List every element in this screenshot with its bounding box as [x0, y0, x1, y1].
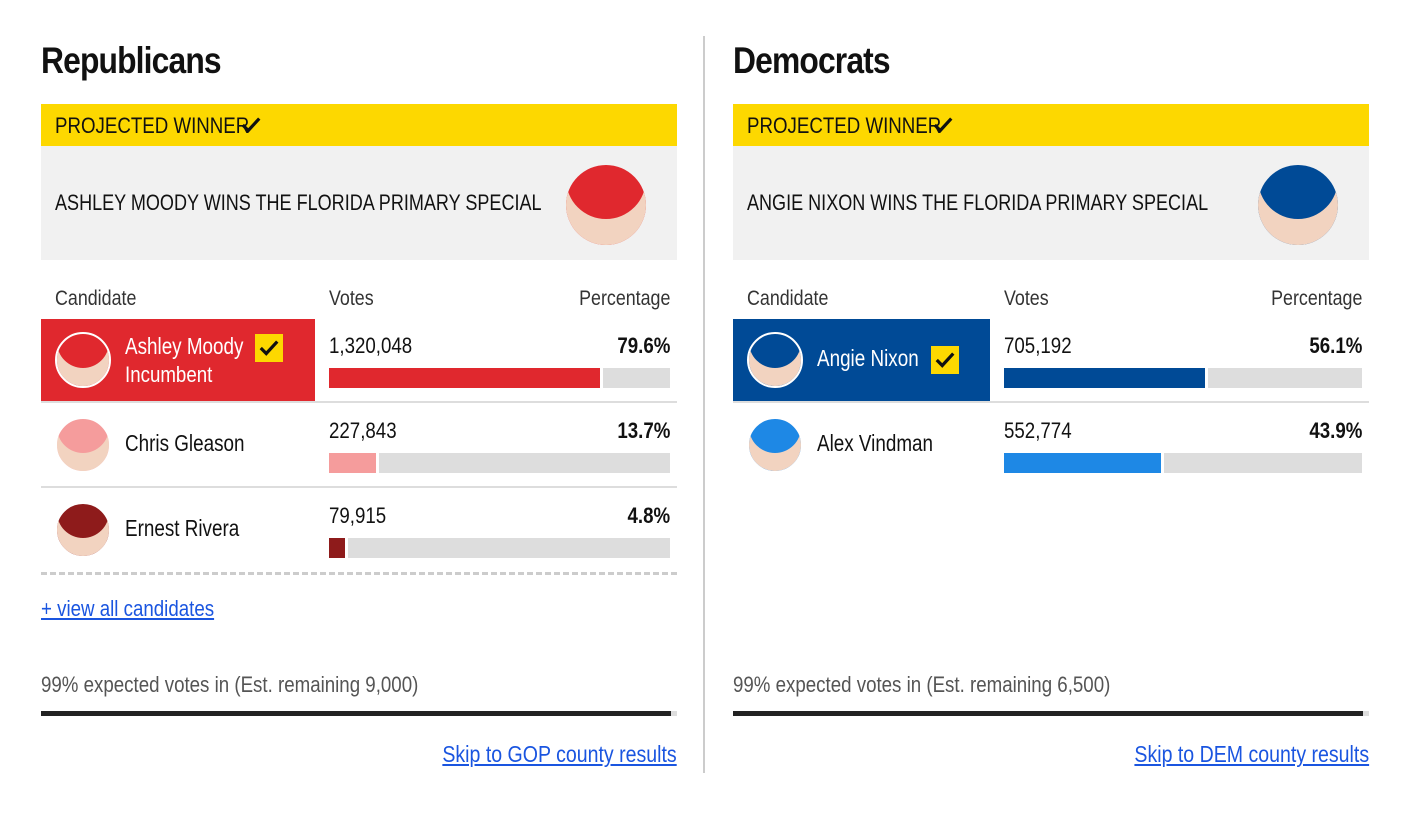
candidate-row: Alex Vindman 552,774 43.9% — [733, 404, 1369, 486]
panel-title: Republicans — [41, 40, 222, 81]
percentage: 4.8% — [627, 503, 670, 528]
candidate-row: Chris Gleason 227,843 13.7% — [41, 404, 677, 488]
vote-bar — [1004, 453, 1162, 473]
percentage: 56.1% — [1308, 333, 1362, 358]
candidate-row: Ernest Rivera 79,915 4.8% — [41, 489, 677, 575]
vote-bar-track — [1164, 453, 1362, 473]
candidate-row: Angie Nixon 705,192 56.1% — [733, 319, 1369, 403]
candidate-photo — [747, 332, 803, 388]
column-header: Votes — [329, 287, 374, 310]
check-icon — [931, 114, 955, 136]
candidate-name: Angie Nixon — [817, 345, 919, 371]
headline: ANGIE NIXON WINS THE FLORIDA PRIMARY SPE… — [747, 190, 1209, 215]
dashed-separator — [41, 572, 677, 575]
vote-bar — [329, 368, 601, 388]
winner-banner: PROJECTED WINNER — [733, 104, 1369, 146]
vote-bar-track — [378, 453, 670, 473]
winner-banner: PROJECTED WINNER — [41, 104, 677, 146]
votes: 1,320,048 — [329, 333, 413, 358]
vote-bar-track — [1207, 368, 1362, 388]
banner-text: PROJECTED WINNER — [747, 113, 942, 138]
votes: 552,774 — [1004, 418, 1072, 443]
vote-bar-track — [348, 538, 670, 558]
candidate-note: Incumbent — [125, 362, 213, 387]
column-header: Percentage — [578, 287, 670, 310]
check-icon — [258, 337, 280, 359]
candidate-name: Chris Gleason — [125, 430, 245, 456]
reporting-bar — [41, 711, 671, 716]
percentage: 79.6% — [616, 333, 670, 358]
row-separator — [41, 401, 677, 403]
winner-photo — [1258, 165, 1338, 245]
check-icon — [934, 349, 956, 371]
column-header: Votes — [1004, 287, 1049, 310]
headline: ASHLEY MOODY WINS THE FLORIDA PRIMARY SP… — [55, 190, 542, 215]
view-all-link[interactable]: + view all candidates — [41, 596, 215, 621]
vote-bar-track — [603, 368, 670, 388]
votes: 705,192 — [1004, 333, 1072, 358]
divider — [703, 36, 705, 773]
winner-check — [930, 346, 959, 374]
percentage: 43.9% — [1308, 418, 1362, 443]
vote-bar — [1004, 368, 1205, 388]
results-panel: Democrats PROJECTED WINNER ANGIE NIXON WIN… — [733, 0, 1369, 828]
winner-photo — [566, 165, 646, 245]
row-separator — [733, 401, 1369, 403]
reporting-bar — [733, 711, 1363, 716]
reporting-text: 99% expected votes in (Est. remaining 6,… — [733, 672, 1111, 697]
column-header: Percentage — [1270, 287, 1362, 310]
results-panel: Republicans PROJECTED WINNER ASHLEY MOODY … — [41, 0, 677, 828]
vote-bar — [329, 453, 376, 473]
county-link[interactable]: Skip to GOP county results — [442, 741, 677, 767]
county-link[interactable]: Skip to DEM county results — [1134, 741, 1369, 767]
headline-box: ASHLEY MOODY WINS THE FLORIDA PRIMARY SP… — [41, 146, 677, 260]
candidate-name: Alex Vindman — [817, 430, 934, 456]
candidate-name: Ernest Rivera — [125, 515, 240, 541]
votes: 79,915 — [329, 503, 387, 528]
candidate-name: Ashley Moody — [125, 333, 244, 359]
headline-box: ANGIE NIXON WINS THE FLORIDA PRIMARY SPE… — [733, 146, 1369, 260]
candidate-row: Ashley Moody Incumbent 1,320,048 79.6% — [41, 319, 677, 403]
percentage: 13.7% — [616, 418, 670, 443]
candidate-photo — [55, 417, 111, 473]
candidate-photo — [747, 417, 803, 473]
column-header: Candidate — [747, 287, 829, 310]
reporting-text: 99% expected votes in (Est. remaining 9,… — [41, 672, 419, 697]
check-icon — [239, 114, 263, 136]
column-header: Candidate — [55, 287, 137, 310]
winner-check — [255, 334, 284, 362]
votes: 227,843 — [329, 418, 397, 443]
row-separator — [41, 486, 677, 488]
banner-text: PROJECTED WINNER — [55, 113, 250, 138]
vote-bar — [329, 538, 346, 558]
panel-title: Democrats — [733, 40, 891, 81]
candidate-photo — [55, 332, 111, 388]
candidate-photo — [55, 502, 111, 558]
